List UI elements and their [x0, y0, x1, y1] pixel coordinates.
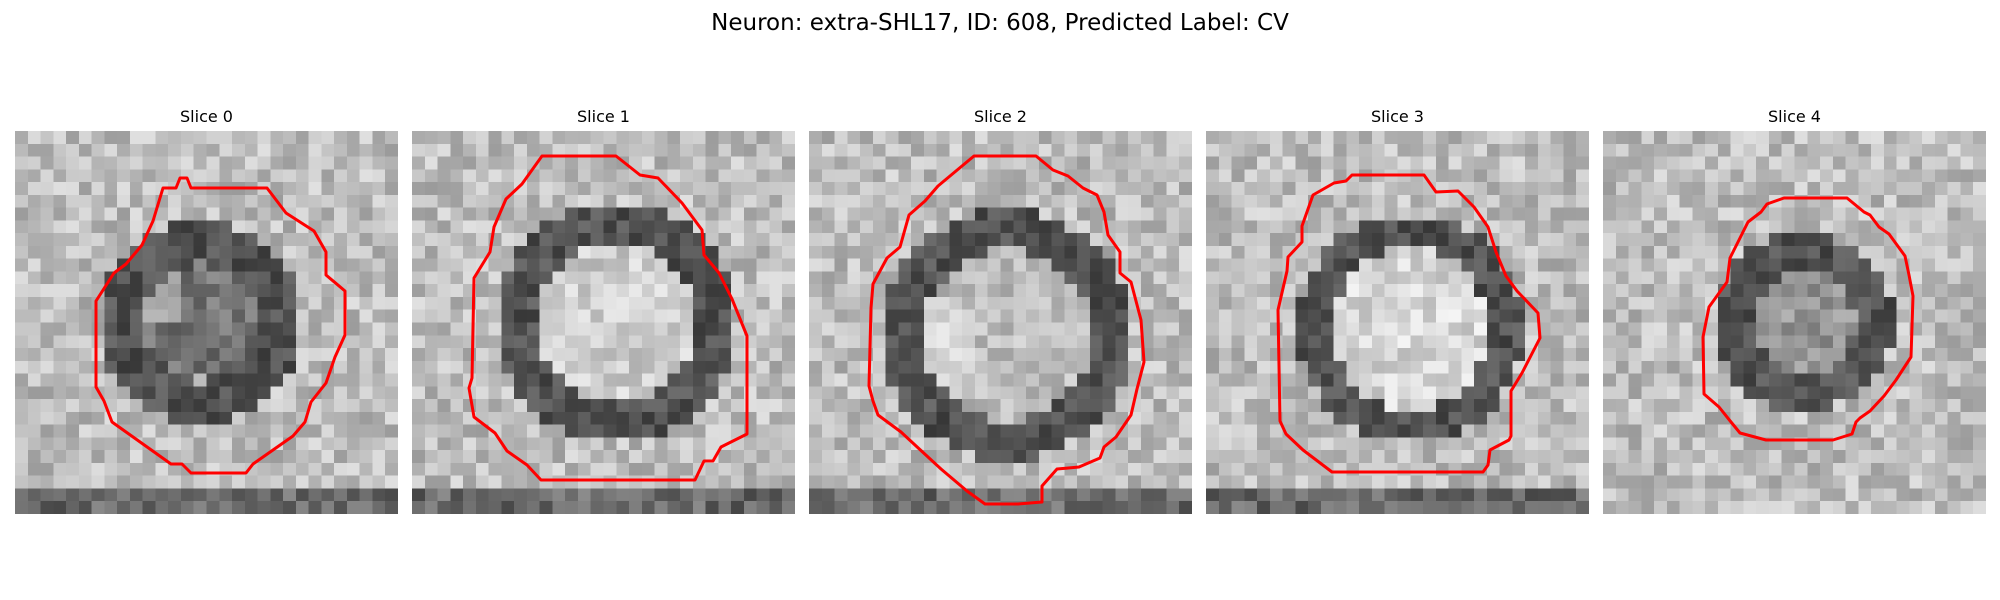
slice-overlay-0: [94, 176, 347, 475]
slice-pixels-2: [809, 131, 1192, 514]
slice-image-2: [809, 131, 1192, 514]
slice-panel-0: Slice 0: [15, 107, 398, 514]
slice-image-4: [1603, 131, 1986, 514]
roi-contour-0: [94, 176, 347, 475]
slice-overlay-1: [467, 154, 749, 482]
roi-contour-1: [467, 154, 749, 482]
slice-image-0: [15, 131, 398, 514]
slice-pixels-1: [412, 131, 795, 514]
slice-overlay-3: [1276, 173, 1542, 474]
slice-panel-3: Slice 3: [1206, 107, 1589, 514]
roi-contour-3: [1276, 173, 1542, 474]
slice-panel-2: Slice 2: [809, 107, 1192, 514]
slice-image-3: [1206, 131, 1589, 514]
slice-title-2: Slice 2: [974, 107, 1027, 126]
slice-title-3: Slice 3: [1371, 107, 1424, 126]
figure-title: Neuron: extra-SHL17, ID: 608, Predicted …: [711, 10, 1289, 36]
slice-panel-1: Slice 1: [412, 107, 795, 514]
slice-panel-4: Slice 4: [1603, 107, 1986, 514]
slice-title-4: Slice 4: [1768, 107, 1821, 126]
slice-title-1: Slice 1: [577, 107, 630, 126]
slice-title-0: Slice 0: [180, 107, 233, 126]
slice-pixels-3: [1206, 131, 1589, 514]
slice-pixels-0: [15, 131, 398, 514]
slice-image-1: [412, 131, 795, 514]
slice-overlay-4: [1701, 196, 1915, 442]
slice-pixels-4: [1603, 131, 1986, 514]
slice-overlay-2: [867, 154, 1146, 506]
roi-contour-4: [1701, 196, 1915, 442]
roi-contour-2: [867, 154, 1146, 506]
